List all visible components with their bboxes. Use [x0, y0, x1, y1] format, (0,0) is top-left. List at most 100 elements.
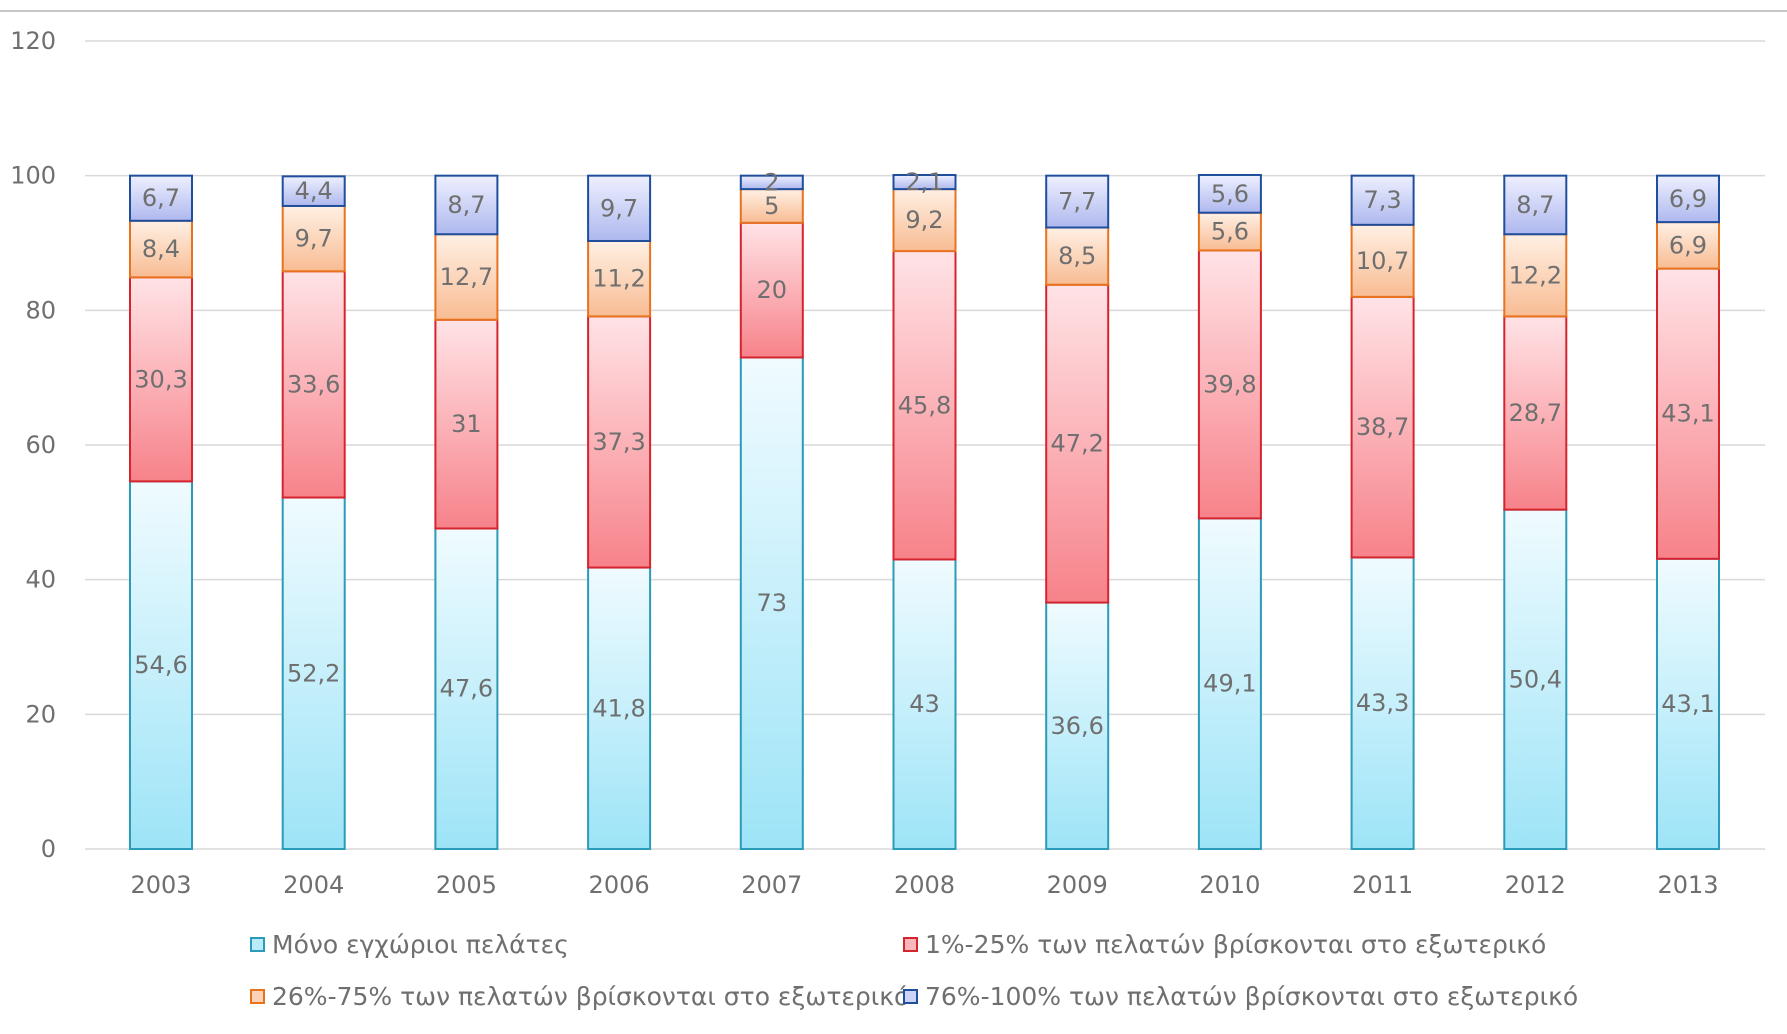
bar-segment [1503, 233, 1568, 318]
data-label: 43,1 [1661, 400, 1714, 428]
y-tick-label: 40 [25, 566, 56, 594]
data-label: 49,1 [1203, 670, 1256, 698]
bar-segment [434, 527, 499, 850]
x-tick-label: 2012 [1505, 871, 1566, 899]
y-tick-label: 120 [10, 27, 56, 55]
data-label: 6,7 [142, 184, 180, 212]
bar-segment [739, 356, 804, 850]
bar-segment [1197, 249, 1262, 520]
data-label: 33,6 [287, 370, 340, 398]
data-label: 41,8 [592, 694, 645, 722]
bar-segment [1197, 173, 1262, 214]
data-label: 5,6 [1211, 218, 1249, 246]
data-label: 31 [451, 410, 482, 438]
data-label: 47,2 [1050, 430, 1103, 458]
data-label: 43,3 [1356, 689, 1409, 717]
bar-segment [1656, 221, 1720, 270]
data-label: 8,7 [447, 191, 485, 219]
y-tick-label: 0 [41, 835, 56, 863]
data-label: 4,4 [295, 177, 333, 205]
data-label: 50,4 [1509, 665, 1562, 693]
y-tick-label: 20 [25, 700, 56, 728]
data-label: 12,7 [440, 263, 493, 291]
bar-segment [129, 219, 193, 279]
bar-segment [1503, 508, 1568, 850]
data-label: 39,8 [1203, 370, 1256, 398]
x-tick-label: 2013 [1657, 871, 1718, 899]
x-tick-label: 2011 [1352, 871, 1413, 899]
bar-segment [129, 480, 193, 850]
bar-segment [587, 566, 652, 851]
x-tick-label: 2007 [741, 871, 802, 899]
data-label: 38,7 [1356, 413, 1409, 441]
data-label: 9,2 [905, 206, 943, 234]
bar-segment [739, 174, 804, 191]
data-label: 8,7 [1516, 191, 1554, 219]
data-label: 36,6 [1050, 712, 1103, 740]
data-label: 43,1 [1661, 690, 1714, 718]
x-tick-label: 2010 [1199, 871, 1260, 899]
data-label: 43 [909, 690, 940, 718]
axes: 0 20 40 60 80 100 120 2003 2004 2005 2006 2007 2008 2… [10, 27, 1718, 899]
data-label: 8,4 [142, 235, 180, 263]
x-tick-label: 2009 [1047, 871, 1108, 899]
bar-segment [281, 175, 346, 207]
x-tick-label: 2006 [589, 871, 650, 899]
data-label: 7,7 [1058, 188, 1096, 216]
data-label: 10,7 [1356, 247, 1409, 275]
data-labels: 54,6 30,3 8,4 6,7 52,2 33,6 9,7 4,4 47,6 31 12,7 8,… [134, 168, 1714, 740]
bar-segment [1350, 174, 1415, 226]
y-tick-label: 60 [25, 431, 56, 459]
data-label: 6,9 [1669, 231, 1707, 259]
bar-segment [892, 173, 957, 191]
bar-segment [1045, 174, 1110, 229]
x-tick-label: 2003 [130, 871, 191, 899]
data-label: 12,2 [1509, 261, 1562, 289]
data-label: 37,3 [592, 428, 645, 456]
data-label: 54,6 [134, 651, 187, 679]
bar-segment [129, 276, 193, 483]
x-tick-label: 2008 [894, 871, 955, 899]
bar-segment [1656, 267, 1720, 560]
bar-segment [1656, 174, 1720, 224]
bar-segment [892, 188, 957, 253]
x-tick-label: 2004 [283, 871, 344, 899]
bar-segment [1197, 517, 1262, 850]
x-tick-label: 2005 [436, 871, 497, 899]
data-label: 20 [757, 276, 788, 304]
bar-segment [587, 174, 652, 242]
data-label: 5 [764, 192, 779, 220]
bar-segment [1045, 226, 1110, 286]
bar-segment [1045, 283, 1110, 604]
data-label: 6,9 [1669, 185, 1707, 213]
bar-segment [1656, 557, 1720, 850]
data-label: 30,3 [134, 365, 187, 393]
data-label: 2 [764, 168, 779, 196]
data-label: 9,7 [295, 225, 333, 253]
data-label: 73 [757, 589, 788, 617]
data-label: 2,1 [905, 168, 943, 196]
y-tick-label: 80 [25, 296, 56, 324]
data-label: 45,8 [898, 391, 951, 419]
bar-segment [892, 558, 957, 850]
bar-segment [739, 221, 804, 359]
bar-segment [1503, 174, 1568, 236]
data-label: 52,2 [287, 659, 340, 687]
data-label: 11,2 [592, 265, 645, 293]
data-label: 7,3 [1364, 186, 1402, 214]
data-label: 8,5 [1058, 242, 1096, 270]
y-tick-label: 100 [10, 162, 56, 190]
bar-segment [434, 233, 499, 321]
bar-segment [1350, 295, 1415, 559]
data-label: 5,6 [1211, 180, 1249, 208]
data-label: 28,7 [1509, 399, 1562, 427]
bar-segment [1503, 315, 1568, 511]
data-label: 9,7 [600, 194, 638, 222]
bar-segment [434, 174, 499, 236]
data-label: 47,6 [440, 675, 493, 703]
bar-segment [434, 318, 499, 530]
bars [129, 173, 1720, 851]
bar-segment [281, 496, 346, 850]
bar-segment [129, 174, 193, 222]
